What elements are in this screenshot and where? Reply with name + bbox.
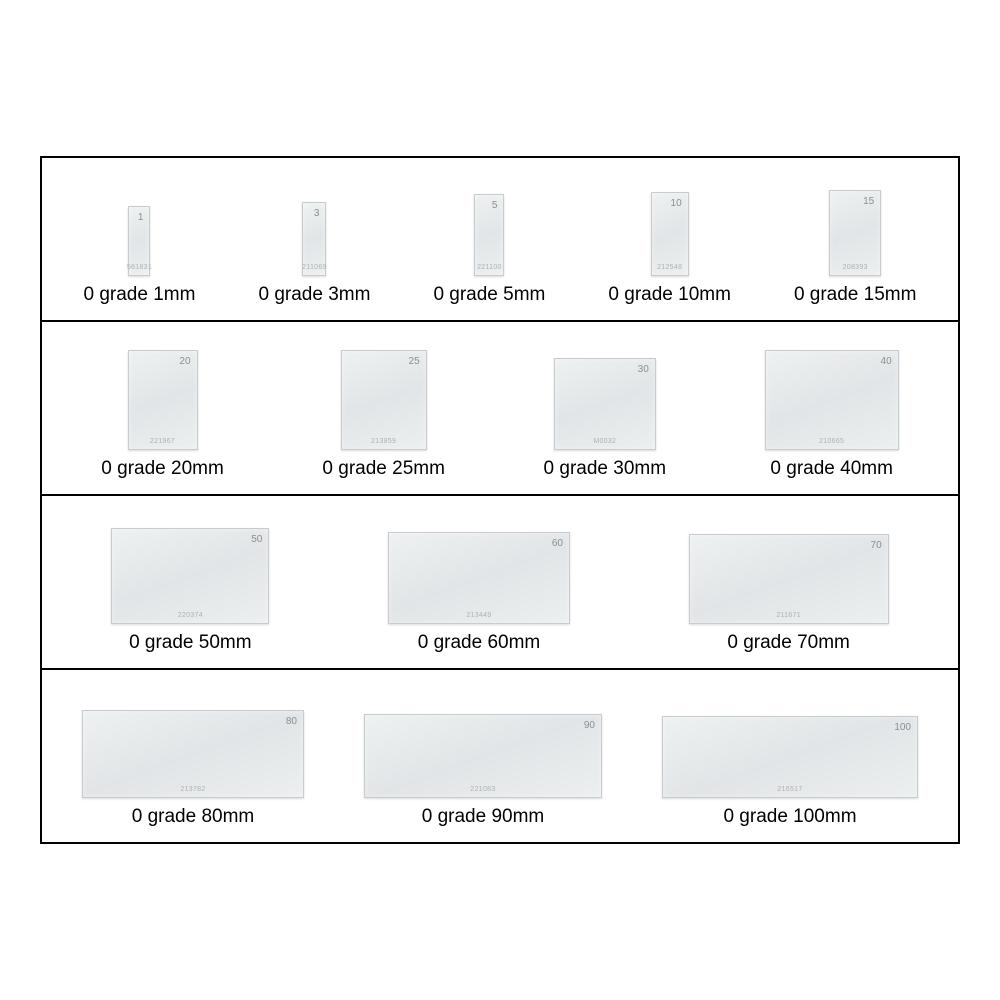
block-size-label: 40 bbox=[881, 356, 892, 367]
block-caption: 0 grade 90mm bbox=[422, 806, 545, 828]
block-area: 1 561831 bbox=[128, 176, 150, 276]
block-caption: 0 grade 1mm bbox=[84, 284, 196, 306]
block-caption: 0 grade 100mm bbox=[723, 806, 856, 828]
block-serial: 220374 bbox=[178, 612, 203, 619]
block-size-label: 3 bbox=[314, 208, 320, 219]
gauge-cell: 100 216517 0 grade 100mm bbox=[662, 688, 918, 828]
grid-row: 1 561831 0 grade 1mm 3 211069 0 grade 3m… bbox=[42, 158, 958, 322]
block-area: 70 211671 bbox=[689, 514, 889, 624]
block-area: 20 221967 bbox=[128, 340, 198, 450]
block-size-label: 20 bbox=[179, 356, 190, 367]
block-area: 60 213449 bbox=[388, 514, 570, 624]
grid-row: 80 213782 0 grade 80mm 90 221083 0 grade… bbox=[42, 670, 958, 842]
block-size-label: 15 bbox=[863, 196, 874, 207]
gauge-cell: 50 220374 0 grade 50mm bbox=[111, 514, 269, 654]
block-size-label: 5 bbox=[492, 200, 498, 211]
gauge-cell: 10 212548 0 grade 10mm bbox=[608, 176, 731, 306]
gauge-cell: 1 561831 0 grade 1mm bbox=[84, 176, 196, 306]
block-size-label: 80 bbox=[286, 716, 297, 727]
block-serial: 211069 bbox=[302, 264, 327, 271]
gauge-cell: 60 213449 0 grade 60mm bbox=[388, 514, 570, 654]
block-caption: 0 grade 80mm bbox=[132, 806, 255, 828]
block-size-label: 90 bbox=[584, 720, 595, 731]
block-area: 80 213782 bbox=[82, 688, 304, 798]
block-serial: M0032 bbox=[593, 438, 616, 445]
block-serial: 213449 bbox=[466, 612, 491, 619]
gauge-block: 60 213449 bbox=[388, 532, 570, 624]
block-area: 100 216517 bbox=[662, 688, 918, 798]
block-serial: 213782 bbox=[180, 786, 205, 793]
gauge-block: 3 211069 bbox=[302, 202, 326, 276]
block-area: 30 M0032 bbox=[554, 340, 656, 450]
gauge-cell: 20 221967 0 grade 20mm bbox=[101, 340, 224, 480]
block-caption: 0 grade 10mm bbox=[608, 284, 731, 306]
block-caption: 0 grade 5mm bbox=[433, 284, 545, 306]
block-size-label: 70 bbox=[871, 540, 882, 551]
block-caption: 0 grade 50mm bbox=[129, 632, 252, 654]
block-caption: 0 grade 25mm bbox=[322, 458, 445, 480]
block-area: 90 221083 bbox=[364, 688, 602, 798]
gauge-block: 80 213782 bbox=[82, 710, 304, 798]
gauge-cell: 30 M0032 0 grade 30mm bbox=[544, 340, 667, 480]
gauge-block: 10 212548 bbox=[651, 192, 689, 276]
grid-row: 20 221967 0 grade 20mm 25 213859 0 grade… bbox=[42, 322, 958, 496]
gauge-cell: 15 208393 0 grade 15mm bbox=[794, 176, 917, 306]
gauge-block: 1 561831 bbox=[128, 206, 150, 276]
block-serial: 210665 bbox=[819, 438, 844, 445]
block-caption: 0 grade 15mm bbox=[794, 284, 917, 306]
gauge-cell: 40 210665 0 grade 40mm bbox=[765, 340, 899, 480]
gauge-block: 5 221100 bbox=[474, 194, 504, 276]
block-serial: 561831 bbox=[127, 264, 152, 271]
block-area: 10 212548 bbox=[651, 176, 689, 276]
gauge-block: 15 208393 bbox=[829, 190, 881, 276]
block-caption: 0 grade 3mm bbox=[258, 284, 370, 306]
block-area: 50 220374 bbox=[111, 514, 269, 624]
gauge-cell: 25 213859 0 grade 25mm bbox=[322, 340, 445, 480]
block-size-label: 25 bbox=[409, 356, 420, 367]
block-caption: 0 grade 40mm bbox=[770, 458, 893, 480]
block-caption: 0 grade 60mm bbox=[418, 632, 541, 654]
gauge-cell: 80 213782 0 grade 80mm bbox=[82, 688, 304, 828]
block-serial: 208393 bbox=[843, 264, 868, 271]
block-caption: 0 grade 70mm bbox=[727, 632, 850, 654]
block-area: 25 213859 bbox=[341, 340, 427, 450]
block-size-label: 1 bbox=[138, 212, 144, 223]
block-serial: 211671 bbox=[776, 612, 801, 619]
gauge-block: 25 213859 bbox=[341, 350, 427, 450]
block-area: 40 210665 bbox=[765, 340, 899, 450]
gauge-cell: 70 211671 0 grade 70mm bbox=[689, 514, 889, 654]
grid-row: 50 220374 0 grade 50mm 60 213449 0 grade… bbox=[42, 496, 958, 670]
gauge-cell: 90 221083 0 grade 90mm bbox=[364, 688, 602, 828]
gauge-block: 90 221083 bbox=[364, 714, 602, 798]
gauge-block: 50 220374 bbox=[111, 528, 269, 624]
gauge-cell: 3 211069 0 grade 3mm bbox=[258, 176, 370, 306]
gauge-block: 100 216517 bbox=[662, 716, 918, 798]
block-area: 3 211069 bbox=[302, 176, 326, 276]
block-serial: 221100 bbox=[477, 264, 502, 271]
block-caption: 0 grade 30mm bbox=[544, 458, 667, 480]
gauge-cell: 5 221100 0 grade 5mm bbox=[433, 176, 545, 306]
block-size-label: 10 bbox=[671, 198, 682, 209]
block-area: 5 221100 bbox=[474, 176, 504, 276]
block-size-label: 30 bbox=[638, 364, 649, 375]
block-area: 15 208393 bbox=[829, 176, 881, 276]
block-serial: 221083 bbox=[470, 786, 495, 793]
gauge-block: 20 221967 bbox=[128, 350, 198, 450]
block-caption: 0 grade 20mm bbox=[101, 458, 224, 480]
gauge-block: 30 M0032 bbox=[554, 358, 656, 450]
gauge-block: 40 210665 bbox=[765, 350, 899, 450]
block-serial: 221967 bbox=[150, 438, 175, 445]
gauge-block: 70 211671 bbox=[689, 534, 889, 624]
block-size-label: 60 bbox=[552, 538, 563, 549]
block-serial: 216517 bbox=[777, 786, 802, 793]
block-serial: 213859 bbox=[371, 438, 396, 445]
block-serial: 212548 bbox=[657, 264, 682, 271]
block-size-label: 50 bbox=[251, 534, 262, 545]
block-size-label: 100 bbox=[894, 722, 911, 733]
gauge-block-grid: 1 561831 0 grade 1mm 3 211069 0 grade 3m… bbox=[40, 156, 960, 844]
